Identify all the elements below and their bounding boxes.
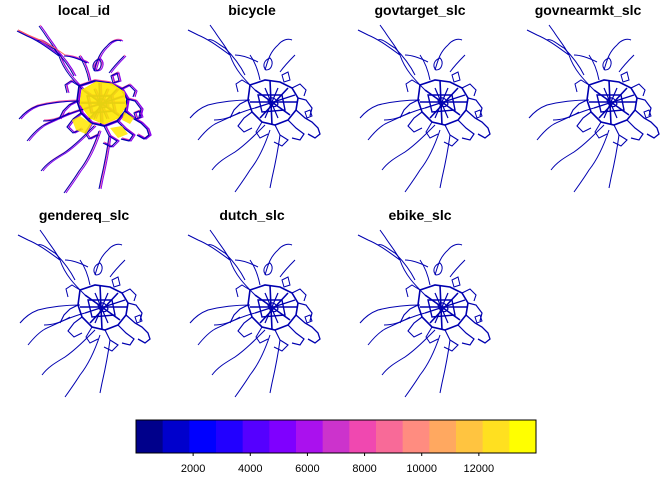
color-legend: 2000 4000 6000 8000 10000 12000 [135, 419, 537, 475]
legend-swatch [242, 420, 270, 453]
legend-swatch [349, 420, 377, 453]
legend-ticks: 2000 4000 6000 8000 10000 12000 [181, 453, 494, 475]
high-value-route [17, 29, 66, 56]
map-panel-govtarget-slc: govtarget_slc [357, 2, 491, 193]
panel-title: dutch_slc [219, 207, 285, 223]
map-panels: local_id bicycle govtarget_slc govnearmkt_s… [16, 2, 660, 398]
legend-swatch [376, 420, 404, 453]
legend-swatch [402, 420, 430, 453]
dense-core-area [79, 81, 127, 125]
legend-tick-label: 10000 [406, 463, 437, 475]
map-panel-local-id: local_id [16, 2, 152, 194]
legend-swatch [216, 420, 244, 453]
legend-tick-label: 6000 [295, 463, 319, 475]
legend-swatch [269, 420, 297, 453]
map-panel-ebike-slc: ebike_slc [357, 207, 491, 398]
panel-title: govnearmkt_slc [535, 2, 642, 18]
legend-swatch [509, 420, 537, 453]
legend-swatch [456, 420, 484, 453]
route-network [187, 229, 321, 398]
route-network [17, 229, 151, 398]
legend-swatch [429, 420, 457, 453]
panel-title: govtarget_slc [374, 2, 465, 18]
map-panel-govnearmkt-slc: govnearmkt_slc [526, 2, 660, 193]
legend-swatch [482, 420, 510, 453]
legend-color-bar [136, 420, 537, 453]
legend-tick-label: 12000 [464, 463, 495, 475]
dense-core-patches [72, 112, 134, 138]
route-network [16, 24, 152, 194]
route-network [357, 24, 491, 193]
panel-title: local_id [58, 2, 110, 18]
panel-title: gendereq_slc [39, 207, 129, 223]
legend-swatch [162, 420, 190, 453]
legend-tick-label: 4000 [238, 463, 262, 475]
panel-title: ebike_slc [388, 207, 451, 223]
legend-swatch [322, 420, 350, 453]
route-network [187, 24, 321, 193]
route-network [357, 229, 491, 398]
legend-swatch [136, 420, 164, 453]
map-panel-bicycle: bicycle [187, 2, 321, 193]
legend-tick-label: 2000 [181, 463, 205, 475]
legend-frame [135, 419, 537, 454]
map-panel-gendereq-slc: gendereq_slc [17, 207, 151, 398]
legend-tick-label: 8000 [352, 463, 376, 475]
panel-title: bicycle [228, 2, 276, 18]
map-panel-dutch-slc: dutch_slc [187, 207, 321, 398]
legend-swatch [189, 420, 217, 453]
route-network [526, 24, 660, 193]
legend-swatch [296, 420, 324, 453]
